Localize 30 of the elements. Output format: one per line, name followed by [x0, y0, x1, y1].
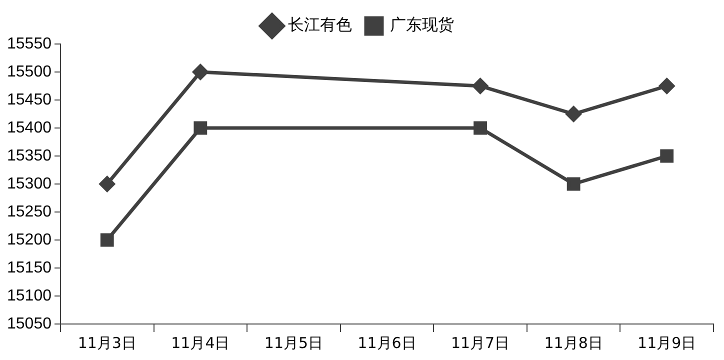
point: [194, 121, 208, 135]
x-tick-label: 11月5日: [264, 334, 324, 352]
y-tick-label: 15550: [6, 35, 52, 52]
y-tick-label: 15050: [6, 315, 52, 332]
point: [660, 149, 674, 163]
x-tick-label: 11月8日: [544, 334, 603, 352]
y-tick-label: 15250: [6, 203, 52, 220]
y-tick-label: 15400: [6, 119, 52, 136]
legend-label: 长江有色: [288, 15, 352, 34]
y-tick-label: 15200: [6, 231, 52, 248]
legend-label: 广东现货: [390, 15, 454, 34]
point: [472, 78, 488, 94]
point: [99, 176, 115, 192]
y-tick-label: 15500: [6, 63, 52, 80]
x-tick-label: 11月3日: [78, 334, 136, 352]
y-tick-label: 15300: [6, 175, 52, 192]
y-tick-label: 15450: [6, 91, 52, 108]
point: [192, 64, 208, 80]
point: [474, 121, 487, 135]
x-tick-label: 11月6日: [358, 334, 416, 352]
x-tick-label: 11月9日: [638, 334, 696, 352]
x-tick-label: 11月7日: [450, 334, 510, 352]
x-tick-label: 11月4日: [171, 334, 230, 352]
y-tick-label: 15100: [6, 287, 52, 304]
y-tick-label: 15350: [6, 147, 52, 164]
point: [566, 177, 580, 191]
point: [566, 106, 582, 122]
point: [100, 233, 114, 247]
point: [659, 78, 675, 94]
y-tick-label: 15150: [6, 259, 52, 276]
